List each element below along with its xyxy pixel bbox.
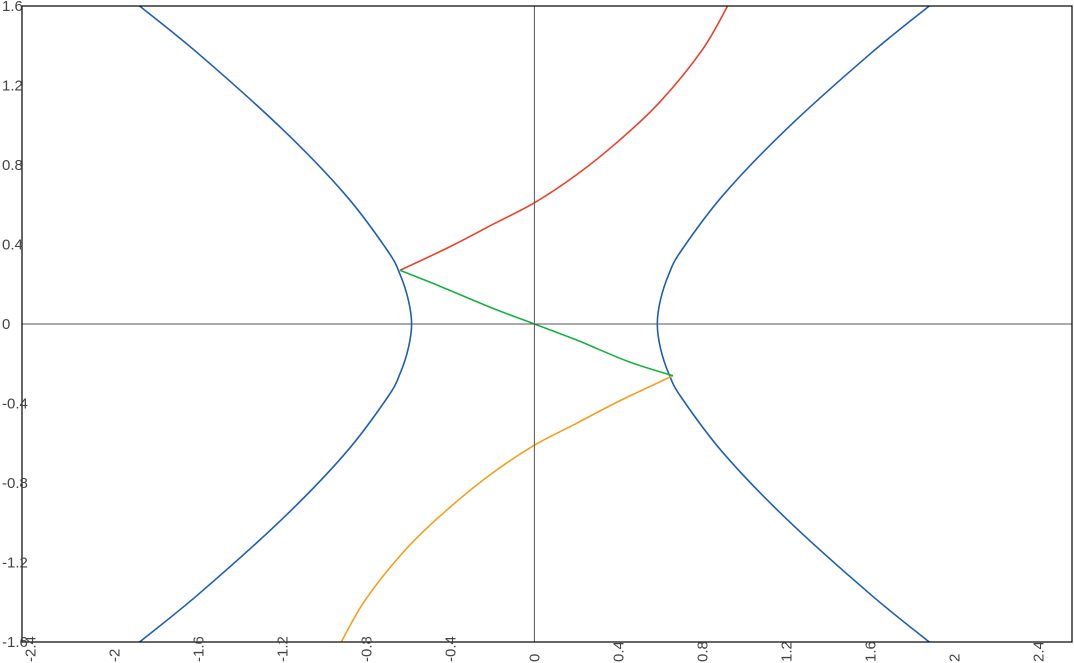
x-tick-label: 1.6 <box>862 641 879 662</box>
y-tick-label: -1.2 <box>2 555 28 572</box>
y-tick-label: 0 <box>2 316 10 333</box>
x-tick-label: 0 <box>526 654 543 662</box>
series-line-upper_curve-2 <box>399 5 729 272</box>
series-line-lower_curve-3 <box>340 374 674 643</box>
x-tick-label: -1.6 <box>190 636 207 662</box>
series-line-middle_curve-4 <box>399 269 674 377</box>
y-tick-label: -0.4 <box>2 396 28 413</box>
x-tick-label: -2 <box>106 649 123 662</box>
y-tick-label: 0.4 <box>2 237 23 254</box>
x-tick-label: -0.4 <box>442 636 459 662</box>
x-tick-label: 0.4 <box>610 641 627 662</box>
y-tick-label: -0.8 <box>2 475 28 492</box>
x-tick-label: 0.8 <box>694 641 711 662</box>
x-tick-label: 2 <box>946 654 963 662</box>
x-tick-label: 2.4 <box>1030 641 1047 662</box>
plot-frame <box>21 5 1073 643</box>
x-tick-label: -1.2 <box>274 636 291 662</box>
x-tick-label: -2.4 <box>22 636 39 662</box>
y-tick-label: 1.2 <box>2 78 23 95</box>
x-tick-label: 1.2 <box>778 641 795 662</box>
labels-layer: 1.61.20.80.40-0.4-0.8-1.2-1.6-2.4 -2 -1.6-… <box>2 0 1047 662</box>
y-tick-label: 0.8 <box>2 157 23 174</box>
y-tick-label: 1.6 <box>2 0 23 15</box>
x-tick-label: -0.8 <box>358 636 375 662</box>
y-tick-label: -1.6 <box>2 634 28 651</box>
axes-layer <box>21 5 1073 643</box>
